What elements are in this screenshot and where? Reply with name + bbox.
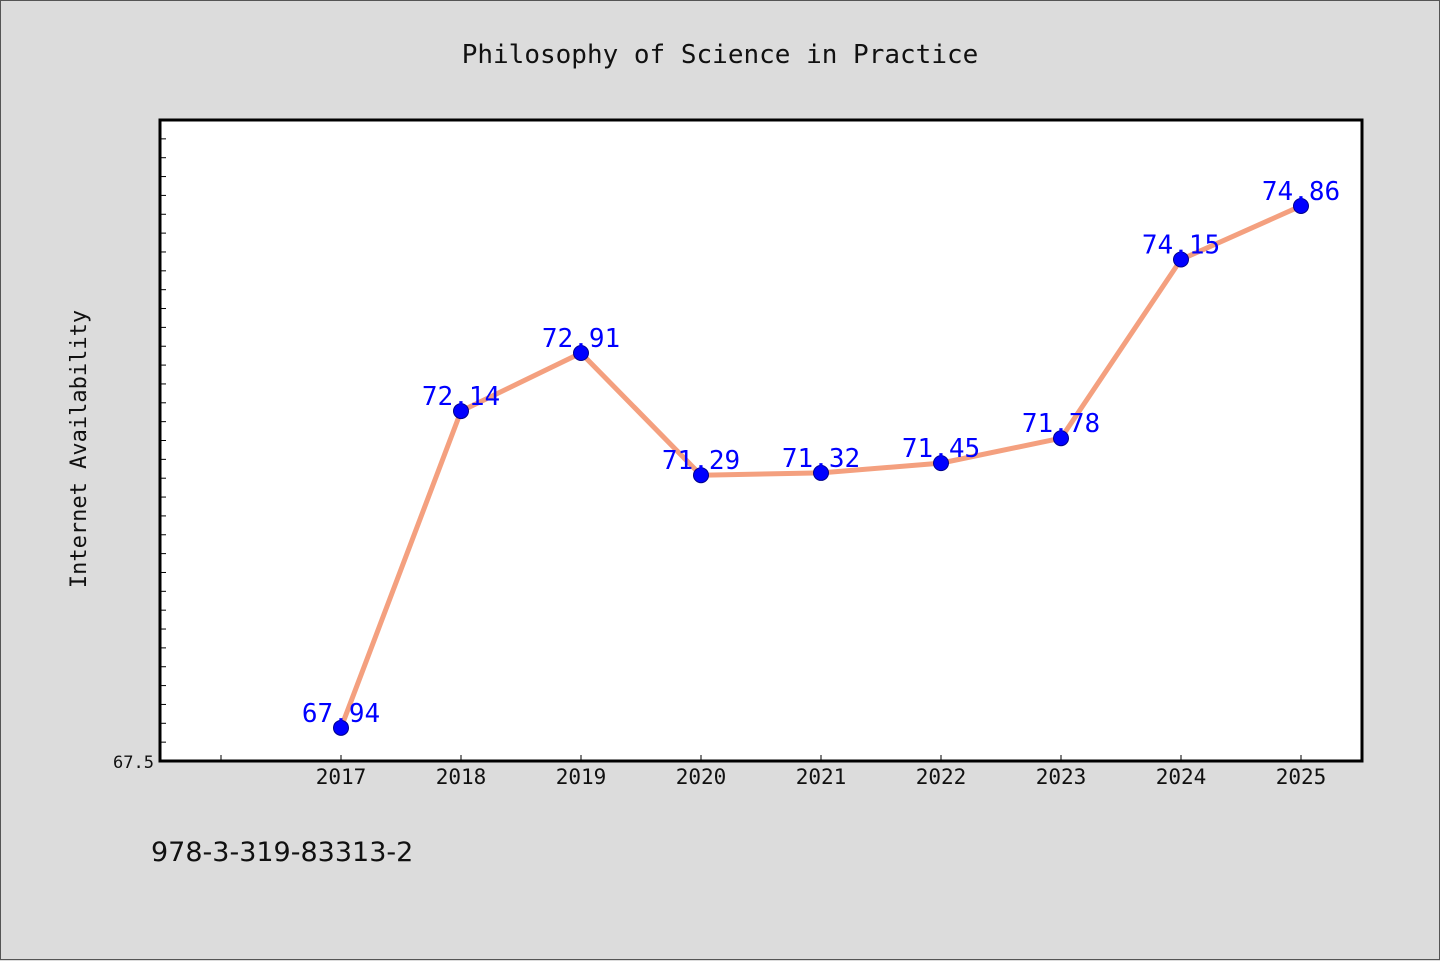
data-label-2018: 72.14 xyxy=(422,382,500,412)
plot-area xyxy=(158,118,1364,763)
data-label-2023: 71.78 xyxy=(1022,409,1100,439)
data-label-2025: 74.86 xyxy=(1262,177,1340,207)
data-point-2020 xyxy=(693,467,709,484)
data-labels: 67.94 72.14 72.91 71.29 71.32 71.45 71.78 74.15… xyxy=(302,177,1340,729)
x-tick-label-2020: 2020 xyxy=(676,765,727,789)
x-tick-label-2021: 2021 xyxy=(796,765,847,789)
x-tick-label-2018: 2018 xyxy=(436,765,487,789)
data-label-2020: 71.29 xyxy=(662,446,740,476)
data-label-2021: 71.32 xyxy=(782,444,860,474)
chart-title: Philosophy of Science in Practice xyxy=(462,40,979,70)
data-point-2024 xyxy=(1173,251,1189,268)
data-point-2022 xyxy=(933,455,949,472)
data-label-2024: 74.15 xyxy=(1142,231,1220,261)
data-markers xyxy=(333,197,1309,736)
x-tick-label-2017: 2017 xyxy=(316,765,367,789)
isbn-caption: 978-3-319-83313-2 xyxy=(151,837,414,868)
data-label-2017: 67.94 xyxy=(302,699,380,729)
y-tick-label-0: 67.5 xyxy=(113,753,154,773)
x-tick-label-2019: 2019 xyxy=(556,765,607,789)
y-axis-ticks: 67.5 xyxy=(113,119,166,773)
data-point-2021 xyxy=(813,464,829,481)
data-label-2019: 72.91 xyxy=(542,324,620,354)
x-tick-label-2022: 2022 xyxy=(916,765,967,789)
data-point-2023 xyxy=(1053,430,1069,447)
x-tick-label-2025: 2025 xyxy=(1276,765,1327,789)
x-tick-label-2023: 2023 xyxy=(1036,765,1087,789)
x-tick-label-2024: 2024 xyxy=(1156,765,1207,789)
x-axis-ticks: 2017 2018 2019 2020 2021 2022 2023 2024 2025 xyxy=(220,755,1327,789)
data-label-2022: 71.45 xyxy=(902,434,980,464)
data-point-2019 xyxy=(573,345,589,362)
data-point-2018 xyxy=(453,403,469,420)
y-axis-label: Internet Availability xyxy=(67,310,92,588)
data-point-2017 xyxy=(333,719,349,736)
data-point-2025 xyxy=(1293,197,1309,214)
